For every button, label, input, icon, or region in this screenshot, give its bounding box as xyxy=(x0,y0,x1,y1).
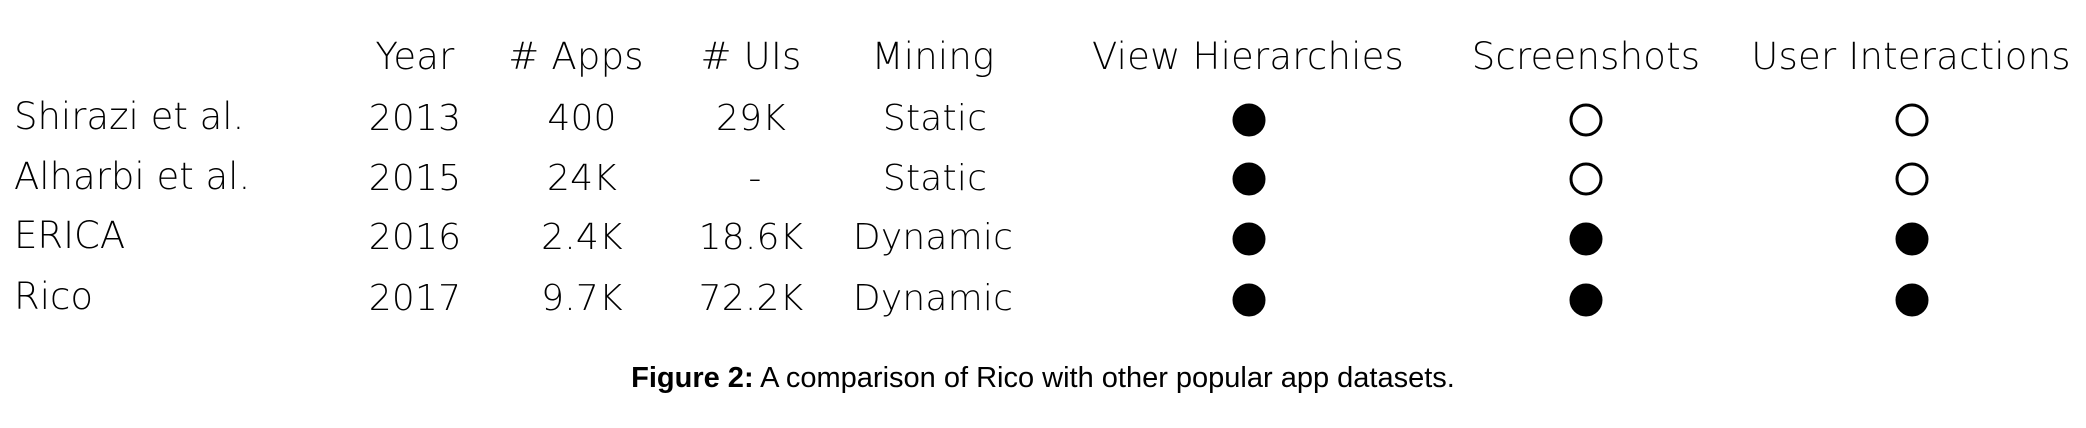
row-label: Alharbi et al. xyxy=(14,155,251,198)
cell-apps: 400 xyxy=(547,98,617,139)
cell-apps: 2.4K xyxy=(541,217,623,258)
screenshots-indicator xyxy=(1569,103,1603,137)
screenshots-indicator xyxy=(1569,162,1603,196)
user-interactions-indicator xyxy=(1895,103,1929,137)
view-hierarchies-indicator xyxy=(1232,103,1266,137)
view-hierarchies-indicator xyxy=(1232,222,1266,256)
header-year: Year xyxy=(375,35,455,78)
caption-text: A comparison of Rico with other popular … xyxy=(753,362,1455,394)
cell-mining: Static xyxy=(882,98,988,139)
header-apps: # Apps xyxy=(508,35,644,78)
caption-label: Figure 2: xyxy=(631,362,754,394)
screenshots-indicator xyxy=(1569,222,1603,256)
header-user-interactions: User Interactions xyxy=(1751,35,2071,78)
view-hierarchies-indicator xyxy=(1232,162,1266,196)
cell-mining: Static xyxy=(882,158,988,199)
header-uis: # UIs xyxy=(700,35,802,78)
user-interactions-indicator xyxy=(1895,162,1929,196)
user-interactions-indicator xyxy=(1895,222,1929,256)
cell-year: 2015 xyxy=(368,158,462,199)
cell-uis: 18.6K xyxy=(698,217,804,258)
cell-mining: Dynamic xyxy=(852,217,1014,258)
cell-year: 2016 xyxy=(368,217,462,258)
header-screenshots: Screenshots xyxy=(1471,35,1701,78)
cell-uis: - xyxy=(748,158,762,199)
cell-uis: 72.2K xyxy=(698,278,804,319)
cell-apps: 9.7K xyxy=(541,278,623,319)
row-label: ERICA xyxy=(14,214,126,257)
figure-caption: Figure 2: A comparison of Rico with othe… xyxy=(0,360,2086,396)
cell-apps: 24K xyxy=(546,158,618,199)
row-label: Shirazi et al. xyxy=(14,95,245,138)
view-hierarchies-indicator xyxy=(1232,283,1266,317)
screenshots-indicator xyxy=(1569,283,1603,317)
cell-mining: Dynamic xyxy=(852,278,1014,319)
header-mining: Mining xyxy=(871,35,995,78)
cell-uis: 29K xyxy=(715,98,787,139)
row-label: Rico xyxy=(14,275,93,318)
user-interactions-indicator xyxy=(1895,283,1929,317)
cell-year: 2013 xyxy=(368,98,462,139)
cell-year: 2017 xyxy=(368,278,462,319)
header-view-hierarchies: View Hierarchies xyxy=(1091,35,1405,78)
